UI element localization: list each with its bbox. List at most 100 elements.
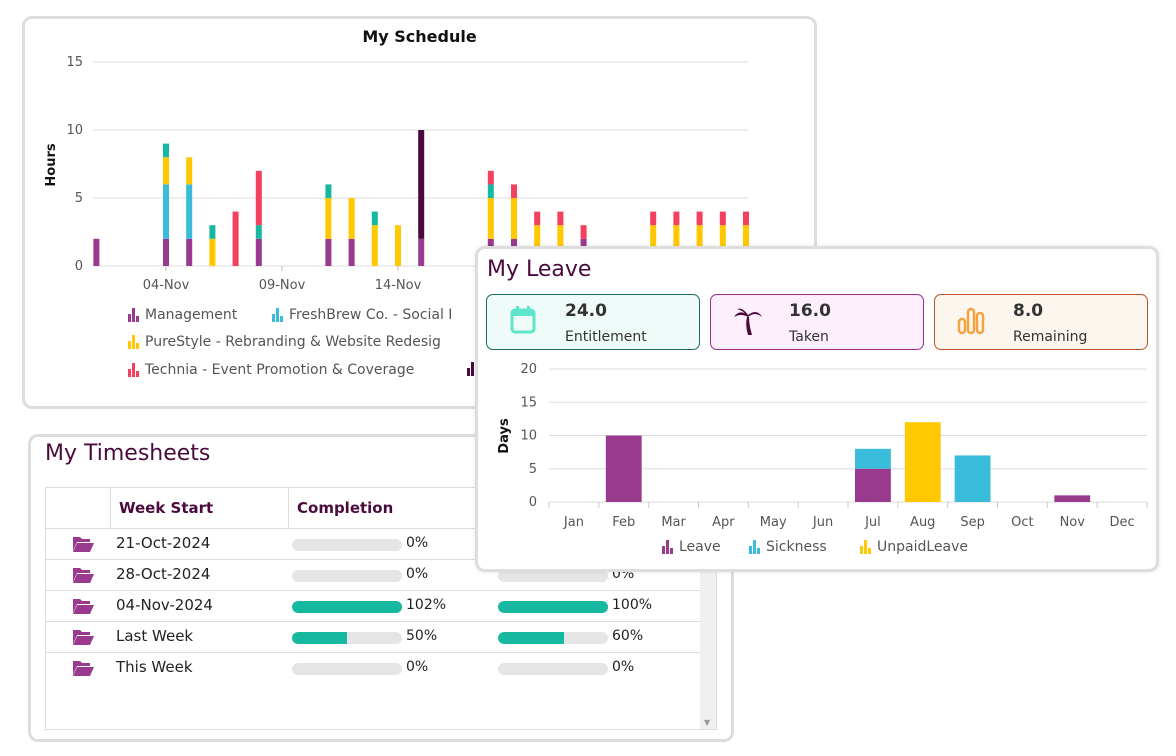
table-row[interactable]: 04-Nov-2024 102% 100% <box>46 590 702 621</box>
week-start[interactable]: 28-Oct-2024 <box>116 565 211 583</box>
header-completion[interactable]: Completion <box>289 488 499 528</box>
scroll-down-icon[interactable]: ▼ <box>704 718 711 727</box>
folder-open-icon[interactable] <box>72 535 94 552</box>
legend-purestyle[interactable]: PureStyle - Rebranding & Website Redesig <box>128 334 441 350</box>
schedule-bar-segment <box>371 225 378 266</box>
schedule-bar-segment <box>418 238 425 266</box>
y-tick-label: 5 <box>529 462 537 477</box>
x-tick-label: Oct <box>1011 515 1033 530</box>
folder-open-icon[interactable] <box>72 628 94 645</box>
header-week-start[interactable]: Week Start <box>111 488 289 528</box>
y-tick-label: 15 <box>66 55 83 70</box>
legend-label: Technia - Event Promotion & Coverage <box>145 362 415 378</box>
table-row[interactable]: This Week 0% 0% <box>46 652 702 683</box>
schedule-bar-segment <box>371 211 378 226</box>
kpi-taken: 16.0 Taken <box>710 294 924 350</box>
schedule-bar-segment <box>487 198 494 239</box>
x-tick-label: 14-Nov <box>375 278 422 293</box>
schedule-bar-segment <box>580 225 587 239</box>
schedule-bar-segment <box>93 238 100 266</box>
legend-dark-series[interactable] <box>467 362 474 376</box>
x-tick-label: Aug <box>910 515 935 530</box>
legend-label: FreshBrew Co. - Social I <box>289 307 453 323</box>
completion-percent: 102% <box>406 597 447 613</box>
schedule-bar-segment <box>232 211 239 266</box>
x-tick-label: Sep <box>960 515 985 530</box>
approval-percent: 60% <box>612 628 644 644</box>
folder-open-icon[interactable] <box>72 659 94 676</box>
y-tick-label: 5 <box>75 191 83 206</box>
x-tick-label: Nov <box>1060 515 1086 530</box>
table-row[interactable]: 28-Oct-2024 0% 0% <box>46 559 702 590</box>
legend-unpaid-leave[interactable]: UnpaidLeave <box>860 539 968 555</box>
approval-percent: 0% <box>612 659 635 675</box>
legend-management[interactable]: Management <box>128 307 237 323</box>
completion-bar <box>292 632 402 644</box>
legend-sickness[interactable]: Sickness <box>749 539 827 555</box>
legend-label: PureStyle - Rebranding & Website Redesig <box>145 334 441 350</box>
calendar-icon <box>510 306 536 334</box>
week-start[interactable]: 21-Oct-2024 <box>116 534 211 552</box>
legend-bar-icon <box>749 540 760 554</box>
week-start[interactable]: 04-Nov-2024 <box>116 596 213 614</box>
legend-bar-icon <box>860 540 871 554</box>
x-tick-label: Jun <box>812 515 833 530</box>
week-start[interactable]: Last Week <box>116 627 194 645</box>
x-tick-label: May <box>760 515 787 530</box>
completion-percent: 0% <box>406 659 429 675</box>
completion-percent: 0% <box>406 566 429 582</box>
approval-bar <box>498 570 608 582</box>
y-tick-label: 20 <box>520 362 537 377</box>
schedule-bar-segment <box>395 225 401 266</box>
schedule-bar-segment <box>348 238 355 266</box>
legend-bar-icon <box>128 363 139 377</box>
schedule-bar-segment <box>719 225 726 266</box>
leave-bar-segment <box>1054 495 1091 502</box>
schedule-bar-segment <box>696 225 703 266</box>
completion-bar <box>292 539 402 551</box>
x-tick-label: Mar <box>661 515 686 530</box>
leave-bar-segment <box>904 422 941 502</box>
schedule-bar-segment <box>325 238 332 266</box>
leave-chart: 0 5 10 15 20 Days Jan Feb Mar Apr May Jun Jul Aug Sep O… <box>497 362 1148 530</box>
schedule-bar-segment <box>557 211 564 226</box>
x-tick-label: Dec <box>1110 515 1135 530</box>
schedule-bar-segment <box>487 184 494 198</box>
schedule-bar-segment <box>325 198 332 239</box>
folder-open-icon[interactable] <box>72 597 94 614</box>
week-start[interactable]: This Week <box>116 658 193 676</box>
schedule-bar-segment <box>743 211 749 226</box>
legend-leave[interactable]: Leave <box>662 539 721 555</box>
kpi-entitlement: 24.0 Entitlement <box>486 294 700 350</box>
schedule-bar-segment <box>511 198 517 239</box>
approval-bar <box>498 632 608 644</box>
bar-chart-icon <box>957 307 985 335</box>
approval-bar <box>498 663 608 675</box>
approval-bar <box>498 601 608 613</box>
schedule-bar-segment <box>255 170 262 226</box>
schedule-bar-segment <box>557 225 564 266</box>
schedule-bar-segment <box>696 211 703 226</box>
schedule-bar-segment <box>186 184 193 239</box>
schedule-bar-segment <box>209 238 216 266</box>
schedule-chart: 0 5 10 15 Hours 04-Nov 09-Nov 14-Nov <box>44 55 749 293</box>
legend-bar-icon <box>128 335 139 349</box>
timesheets-title: My Timesheets <box>45 441 211 466</box>
table-scrollbar[interactable]: ▼ <box>700 528 716 729</box>
leave-card: My Leave 24.0 Entitlement 16.0 Taken 8.0… <box>475 246 1159 572</box>
legend-freshbrew[interactable]: FreshBrew Co. - Social I <box>272 307 452 323</box>
completion-bar <box>292 570 402 582</box>
schedule-bar-segment <box>163 184 169 239</box>
schedule-bar-segment <box>534 225 541 266</box>
table-row[interactable]: Last Week 50% 60% <box>46 621 702 652</box>
schedule-bar-segment <box>673 211 680 226</box>
schedule-bar-segment <box>186 157 193 185</box>
schedule-bar-segment <box>163 238 169 266</box>
y-axis-label: Hours <box>44 143 59 186</box>
legend-label: UnpaidLeave <box>877 539 969 555</box>
y-tick-label: 0 <box>75 259 83 274</box>
schedule-bar-segment <box>255 238 262 266</box>
timesheets-card: My Timesheets Week Start Completion 21-O… <box>28 434 734 742</box>
folder-open-icon[interactable] <box>72 566 94 583</box>
legend-technia[interactable]: Technia - Event Promotion & Coverage <box>128 362 414 378</box>
